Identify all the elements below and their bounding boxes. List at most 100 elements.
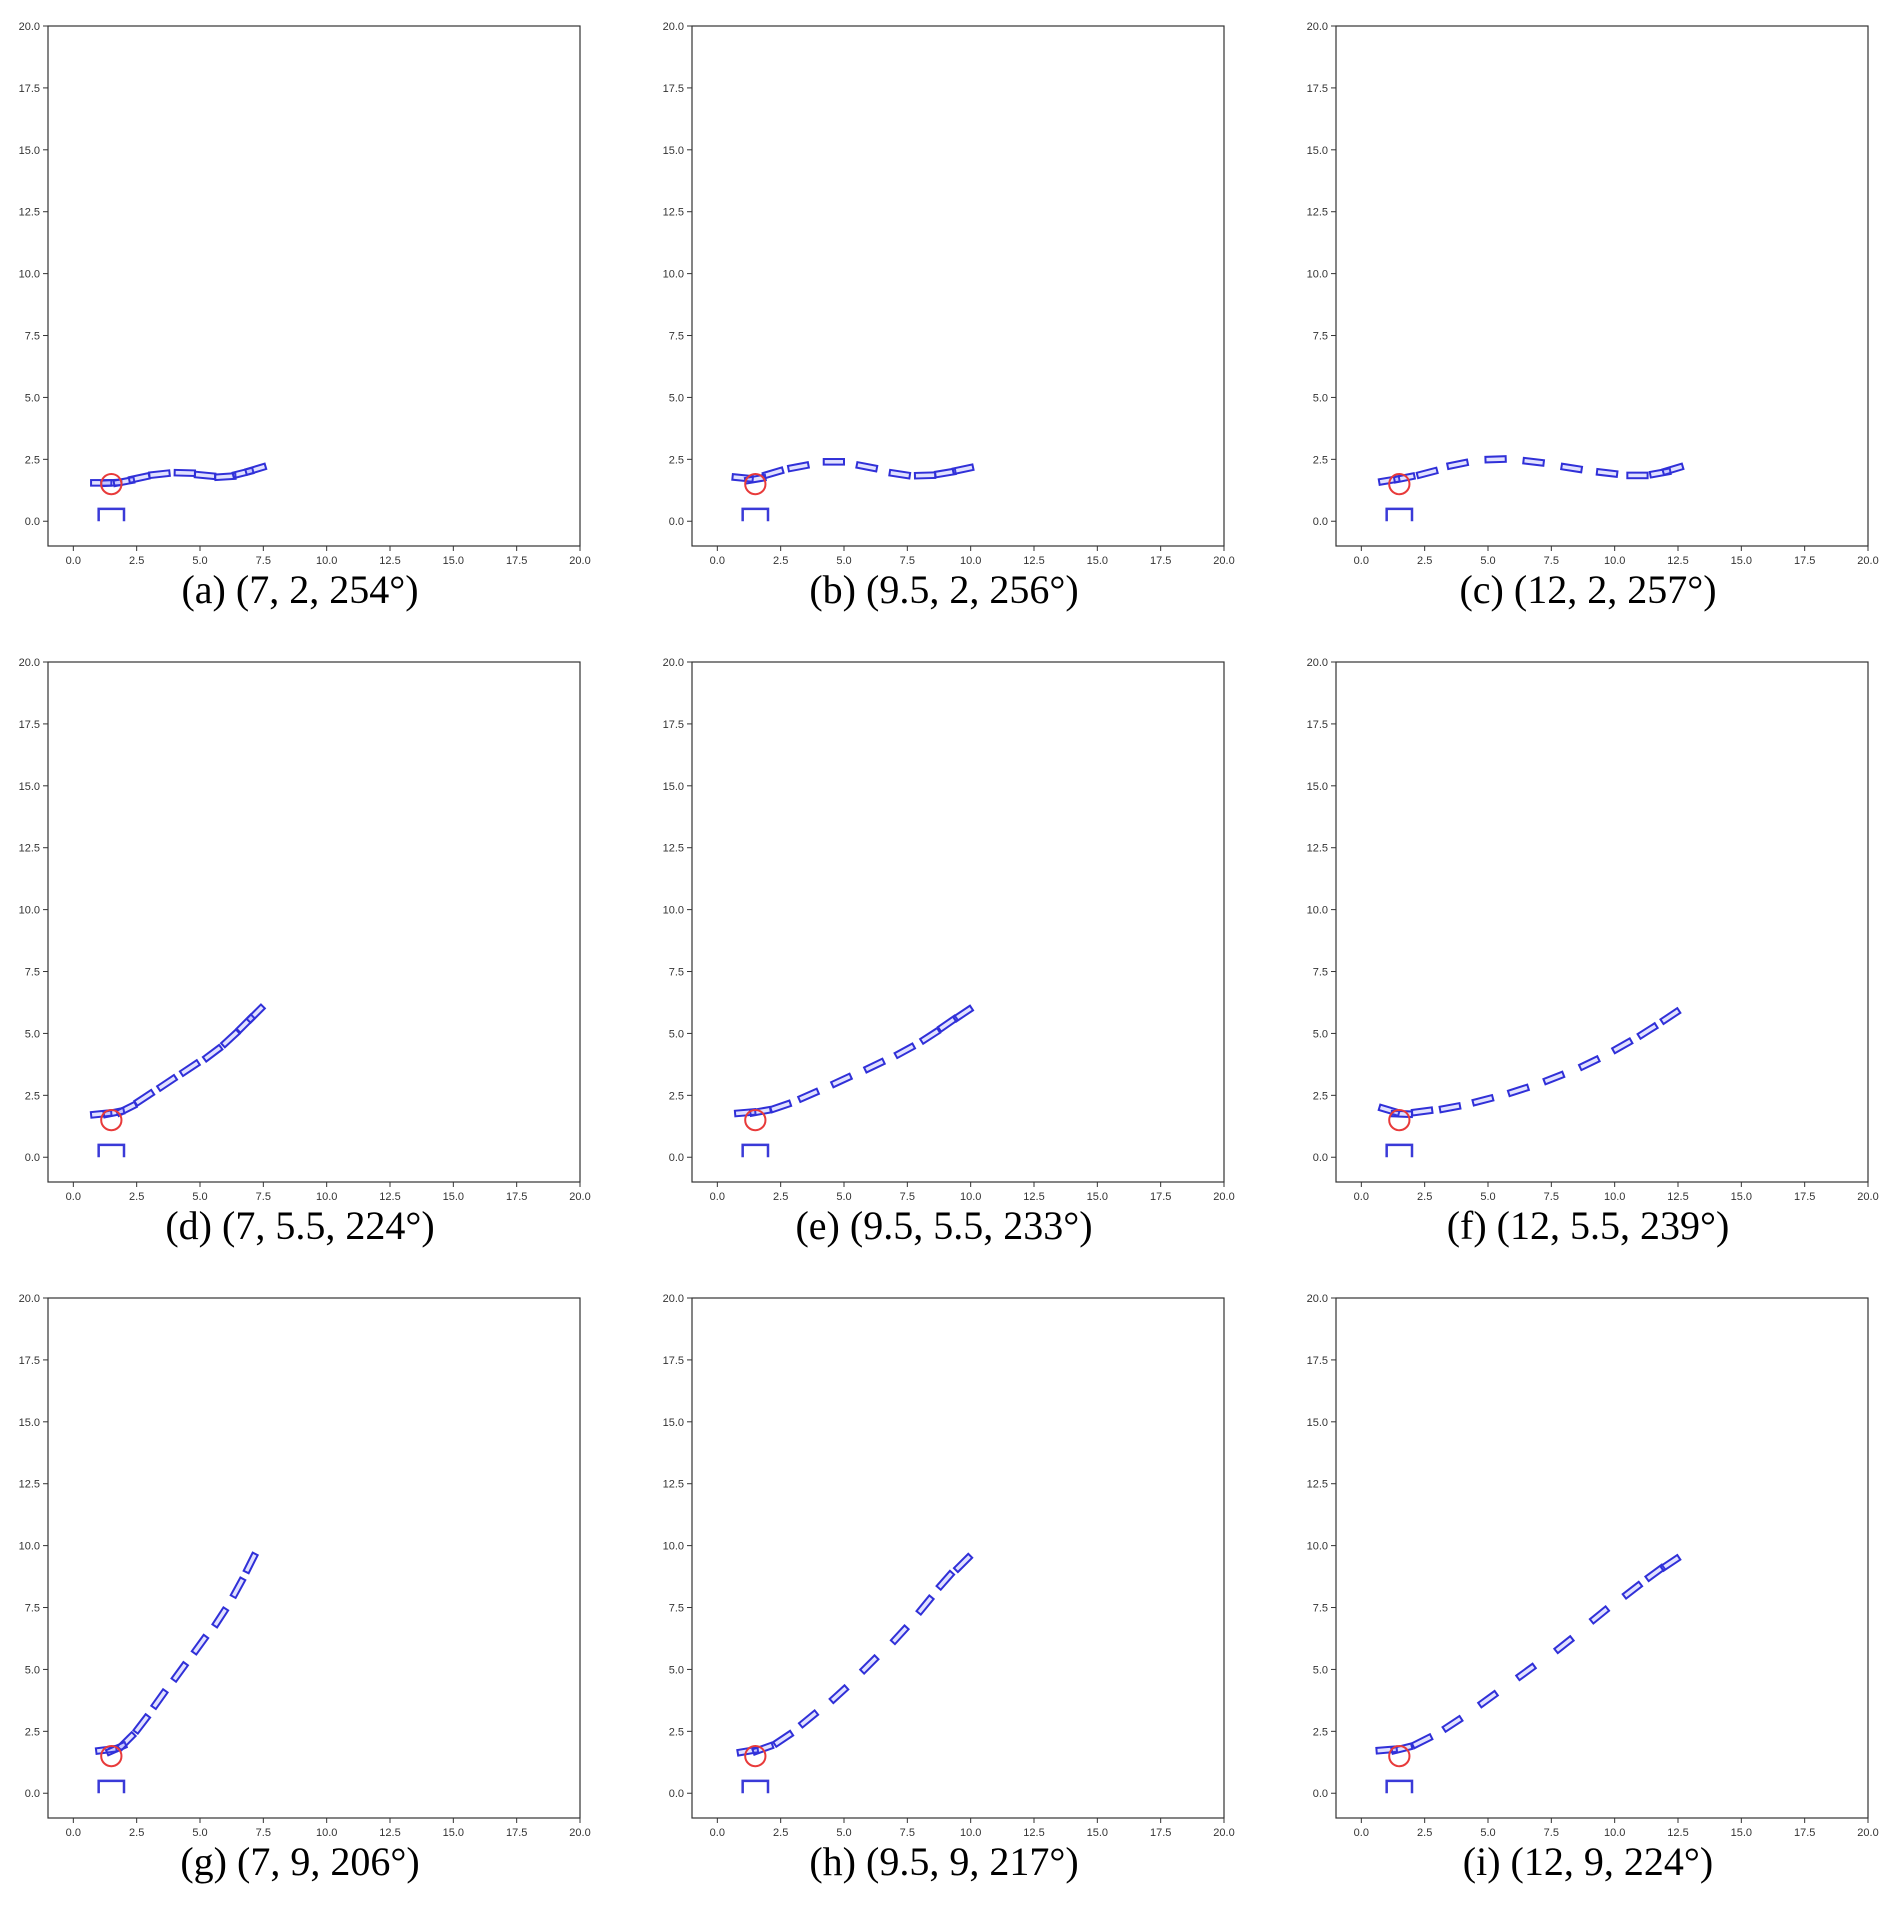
x-tick-label: 7.5 (900, 1827, 915, 1839)
vehicle-footprint (178, 1058, 202, 1078)
x-tick-label: 2.5 (129, 555, 144, 567)
vehicle-footprint (858, 1653, 880, 1676)
plot-frame (47, 25, 581, 547)
y-tick-label: 15.0 (1307, 1417, 1328, 1429)
x-tick-label: 5.0 (1480, 1191, 1495, 1203)
vehicle-footprint (231, 466, 255, 480)
vehicle-footprint (127, 471, 151, 484)
x-tick-label: 20.0 (569, 1191, 590, 1203)
vehicle-footprint (786, 460, 811, 473)
x-tick-label: 17.5 (506, 1827, 527, 1839)
vehicle-footprint (1484, 455, 1507, 464)
y-tick-label: 17.5 (19, 719, 40, 731)
x-tick-label: 2.5 (129, 1827, 144, 1839)
x-tick-label: 10.0 (1604, 1827, 1625, 1839)
chart-svg: 0.0 2.5 5.0 7.5 10.0 12.5 15.0 17.5 20.0 0.0 2.5 5.… (663, 657, 1235, 1203)
parking-slot (97, 507, 126, 522)
x-tick-label: 12.5 (1667, 1191, 1688, 1203)
y-tick-label: 5.0 (669, 1664, 684, 1676)
vehicle-footprint (1377, 1103, 1401, 1118)
x-tick-label: 0.0 (710, 1191, 725, 1203)
x-tick-label: 7.5 (1544, 555, 1559, 567)
vehicle-footprint (1659, 1006, 1682, 1026)
vehicle-footprint (1410, 1106, 1434, 1117)
vehicle-footprint (213, 472, 237, 482)
parking-slot (97, 1143, 126, 1158)
plot-frame (47, 661, 581, 1183)
vehicle-footprint (1560, 462, 1584, 474)
x-tick-label: 12.5 (379, 1827, 400, 1839)
y-tick-label: 12.5 (19, 207, 40, 219)
y-tick-label: 17.5 (19, 1355, 40, 1367)
parking-slot (97, 1779, 126, 1794)
x-tick-label: 10.0 (316, 555, 337, 567)
x-tick-label: 5.0 (836, 1191, 851, 1203)
x-tick-label: 2.5 (1417, 1827, 1432, 1839)
vehicle-footprint (1621, 1580, 1644, 1600)
chart-panel: 0.0 2.5 5.0 7.5 10.0 12.5 15.0 17.5 20.0 0.0 2.5 5.… (644, 636, 1276, 1270)
x-tick-label: 2.5 (773, 1191, 788, 1203)
parking-slot (1385, 507, 1414, 522)
y-tick-label: 20.0 (663, 1293, 684, 1305)
x-tick-label: 12.5 (379, 555, 400, 567)
vehicle-footprint (935, 1569, 956, 1592)
panel-caption: (c) (12, 2, 257°) (1459, 567, 1717, 612)
parking-slot (1385, 1143, 1414, 1158)
x-tick-label: 20.0 (1857, 1827, 1878, 1839)
vehicle-footprint (893, 1042, 917, 1060)
y-tick-label: 0.0 (1313, 1788, 1328, 1800)
vehicle-footprint (828, 1683, 850, 1705)
y-tick-label: 20.0 (1307, 657, 1328, 669)
y-tick-label: 17.5 (663, 719, 684, 731)
y-tick-label: 7.5 (1313, 331, 1328, 343)
vehicle-footprint (915, 1594, 936, 1617)
trajectory-series (731, 458, 975, 485)
vehicle-footprint (1522, 456, 1546, 467)
vehicle-footprint (1661, 462, 1685, 477)
x-tick-label: 20.0 (1857, 555, 1878, 567)
y-tick-label: 20.0 (663, 21, 684, 33)
x-tick-label: 7.5 (256, 1827, 271, 1839)
vehicle-footprint (829, 1072, 854, 1089)
vehicle-footprint (1659, 1553, 1682, 1573)
vehicle-footprint (1595, 467, 1619, 478)
x-tick-label: 10.0 (316, 1827, 337, 1839)
x-tick-label: 5.0 (192, 1191, 207, 1203)
vehicle-footprint (1542, 1070, 1566, 1086)
trajectory-series (1377, 1006, 1682, 1119)
vehicle-footprint (761, 466, 785, 480)
x-tick-label: 7.5 (1544, 1827, 1559, 1839)
x-tick-label: 0.0 (710, 1827, 725, 1839)
y-tick-label: 12.5 (663, 1479, 684, 1491)
plot-frame (1335, 661, 1869, 1183)
x-tick-label: 10.0 (1604, 1191, 1625, 1203)
y-tick-label: 2.5 (25, 454, 40, 466)
x-tick-label: 7.5 (256, 555, 271, 567)
y-tick-label: 0.0 (669, 1788, 684, 1800)
x-tick-label: 15.0 (1087, 555, 1108, 567)
y-tick-label: 12.5 (1307, 843, 1328, 855)
x-tick-label: 17.5 (1150, 1827, 1171, 1839)
x-tick-label: 17.5 (1150, 1191, 1171, 1203)
y-tick-label: 7.5 (25, 967, 40, 979)
x-tick-label: 2.5 (773, 1827, 788, 1839)
vehicle-footprint (855, 460, 879, 473)
parking-slot (1385, 1779, 1414, 1794)
vehicle-footprint (796, 1087, 821, 1104)
y-tick-label: 0.0 (1313, 516, 1328, 528)
plot-frame (691, 1297, 1225, 1819)
chart-panel: 0.0 2.5 5.0 7.5 10.0 12.5 15.0 17.5 20.0 0.0 2.5 5.… (0, 636, 632, 1270)
y-tick-label: 10.0 (19, 1541, 40, 1553)
y-tick-label: 12.5 (19, 843, 40, 855)
x-tick-label: 12.5 (1023, 1191, 1044, 1203)
x-tick-label: 5.0 (836, 1827, 851, 1839)
plot-frame (691, 661, 1225, 1183)
x-tick-label: 0.0 (1354, 1827, 1369, 1839)
y-tick-label: 15.0 (19, 145, 40, 157)
y-tick-label: 12.5 (19, 1479, 40, 1491)
y-tick-label: 10.0 (1307, 905, 1328, 917)
y-tick-label: 15.0 (663, 781, 684, 793)
y-tick-label: 5.0 (25, 1664, 40, 1676)
parking-slot (741, 1143, 770, 1158)
panel-caption: (g) (7, 9, 206°) (180, 1839, 420, 1884)
